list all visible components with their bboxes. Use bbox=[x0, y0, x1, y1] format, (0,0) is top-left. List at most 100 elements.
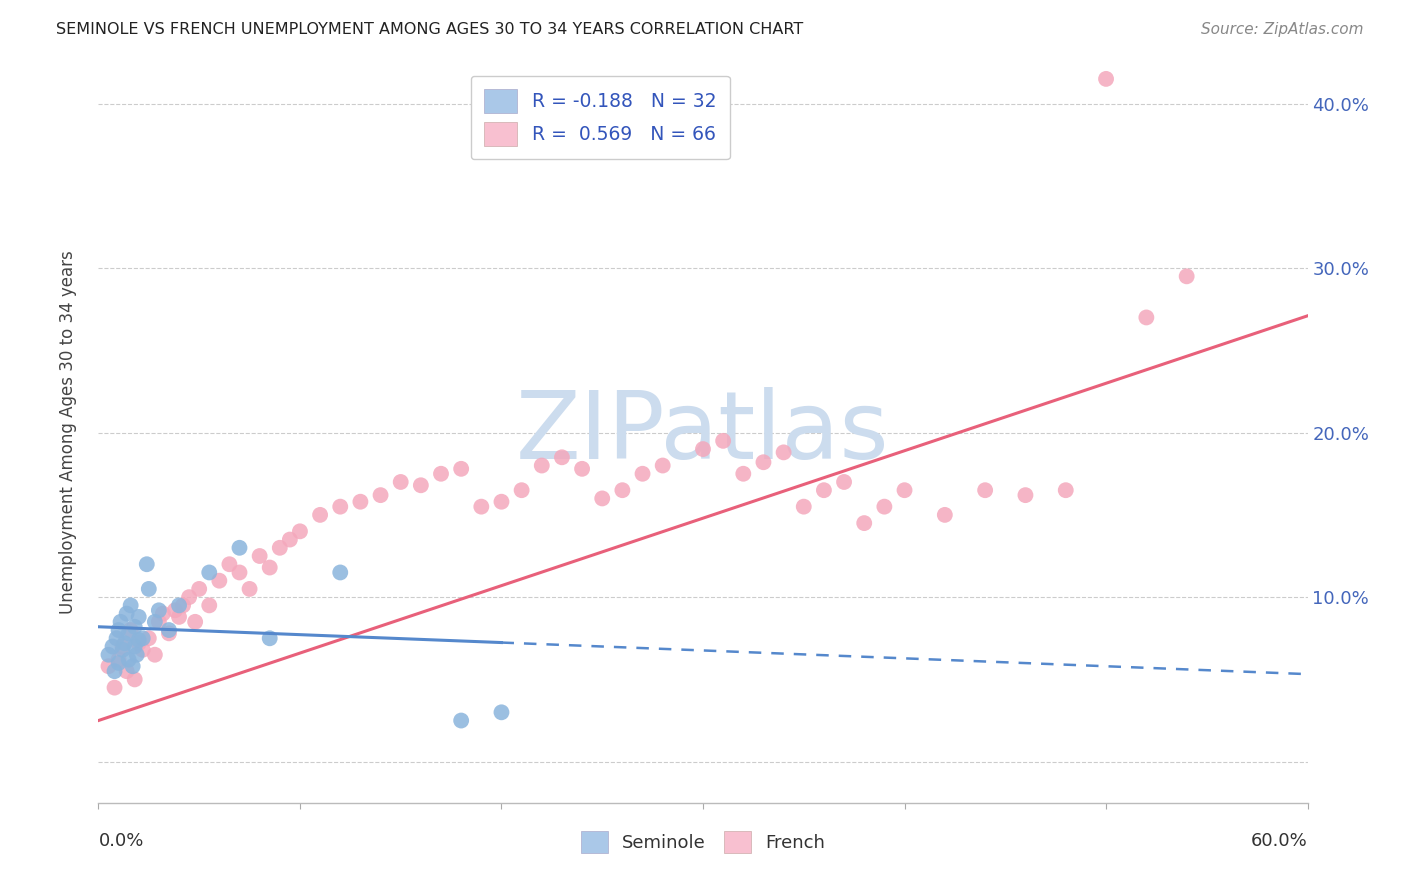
Point bbox=[143, 648, 166, 662]
Point bbox=[110, 615, 132, 629]
Point bbox=[111, 640, 134, 654]
Point bbox=[125, 648, 148, 662]
Point bbox=[832, 475, 855, 489]
Point bbox=[1175, 269, 1198, 284]
Point bbox=[288, 524, 311, 539]
Point bbox=[853, 516, 876, 530]
Point bbox=[184, 615, 207, 629]
Point bbox=[107, 656, 129, 670]
Point bbox=[651, 458, 673, 473]
Text: SEMINOLE VS FRENCH UNEMPLOYMENT AMONG AGES 30 TO 34 YEARS CORRELATION CHART: SEMINOLE VS FRENCH UNEMPLOYMENT AMONG AG… bbox=[56, 22, 803, 37]
Point bbox=[124, 640, 146, 654]
Point bbox=[1054, 483, 1077, 498]
Point bbox=[228, 566, 250, 580]
Point bbox=[218, 558, 240, 572]
Point bbox=[631, 467, 654, 481]
Text: 0.0%: 0.0% bbox=[98, 832, 143, 850]
Point bbox=[114, 636, 136, 650]
Point bbox=[167, 610, 190, 624]
Point bbox=[974, 483, 997, 498]
Point bbox=[107, 653, 129, 667]
Point bbox=[101, 640, 124, 654]
Point bbox=[1014, 488, 1036, 502]
Point bbox=[138, 582, 160, 596]
Point bbox=[97, 659, 120, 673]
Point bbox=[1135, 310, 1157, 325]
Point bbox=[409, 478, 432, 492]
Point bbox=[124, 673, 146, 687]
Point bbox=[120, 623, 142, 637]
Point bbox=[793, 500, 815, 514]
Point bbox=[135, 558, 157, 572]
Point bbox=[167, 599, 190, 613]
Point bbox=[692, 442, 714, 456]
Point bbox=[120, 599, 142, 613]
Point bbox=[103, 681, 125, 695]
Point bbox=[148, 603, 170, 617]
Point bbox=[107, 623, 129, 637]
Point bbox=[329, 566, 352, 580]
Point bbox=[132, 632, 155, 646]
Point bbox=[179, 590, 201, 604]
Point bbox=[128, 610, 150, 624]
Point bbox=[148, 615, 170, 629]
Point bbox=[1095, 71, 1118, 86]
Point bbox=[172, 599, 194, 613]
Point bbox=[121, 659, 143, 673]
Point bbox=[228, 541, 250, 555]
Point bbox=[163, 603, 186, 617]
Point bbox=[733, 467, 755, 481]
Point bbox=[132, 642, 155, 657]
Y-axis label: Unemployment Among Ages 30 to 34 years: Unemployment Among Ages 30 to 34 years bbox=[59, 251, 77, 615]
Point bbox=[118, 653, 141, 667]
Text: 60.0%: 60.0% bbox=[1251, 832, 1308, 850]
Text: Source: ZipAtlas.com: Source: ZipAtlas.com bbox=[1201, 22, 1364, 37]
Point bbox=[470, 500, 492, 514]
Point bbox=[309, 508, 332, 522]
Point bbox=[329, 500, 352, 514]
Point bbox=[239, 582, 262, 596]
Point bbox=[612, 483, 634, 498]
Point bbox=[813, 483, 835, 498]
Legend: Seminole, French: Seminole, French bbox=[574, 824, 832, 861]
Point bbox=[115, 607, 138, 621]
Point bbox=[752, 455, 775, 469]
Point bbox=[873, 500, 896, 514]
Point bbox=[249, 549, 271, 563]
Point bbox=[349, 494, 371, 508]
Point bbox=[103, 664, 125, 678]
Point bbox=[934, 508, 956, 522]
Point bbox=[269, 541, 291, 555]
Point bbox=[143, 615, 166, 629]
Point bbox=[510, 483, 533, 498]
Point bbox=[259, 632, 281, 646]
Point bbox=[157, 626, 180, 640]
Point bbox=[128, 636, 150, 650]
Point bbox=[571, 462, 593, 476]
Point bbox=[591, 491, 613, 506]
Point bbox=[450, 714, 472, 728]
Point bbox=[370, 488, 392, 502]
Point bbox=[491, 706, 513, 720]
Point bbox=[128, 632, 150, 647]
Point bbox=[152, 607, 174, 621]
Point bbox=[772, 445, 794, 459]
Point bbox=[157, 623, 180, 637]
Point bbox=[530, 458, 553, 473]
Point bbox=[115, 664, 138, 678]
Point bbox=[138, 632, 160, 646]
Point bbox=[111, 642, 134, 657]
Point bbox=[450, 462, 472, 476]
Point bbox=[188, 582, 211, 596]
Point bbox=[198, 566, 221, 580]
Point bbox=[711, 434, 734, 448]
Point bbox=[430, 467, 453, 481]
Point bbox=[389, 475, 412, 489]
Point bbox=[118, 626, 141, 640]
Point bbox=[97, 648, 120, 662]
Point bbox=[259, 560, 281, 574]
Point bbox=[491, 494, 513, 508]
Point bbox=[893, 483, 915, 498]
Point bbox=[208, 574, 231, 588]
Point bbox=[124, 620, 146, 634]
